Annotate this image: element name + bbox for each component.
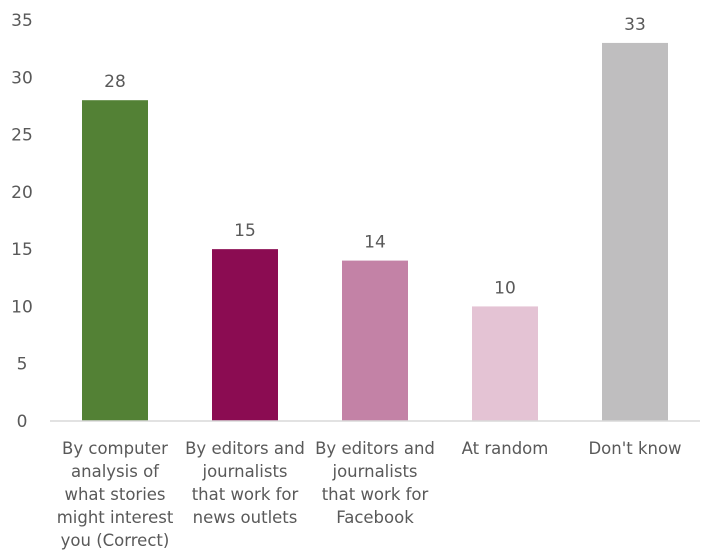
- x-tick-label: Don't know: [588, 439, 681, 458]
- x-tick-label-line: Facebook: [336, 508, 414, 527]
- x-tick-label-line: news outlets: [193, 508, 298, 527]
- y-tick-label: 15: [11, 240, 33, 260]
- x-tick-label-line: By editors and: [315, 439, 435, 458]
- y-axis: 0 5 10 15 20 25 30 35: [11, 11, 33, 432]
- x-tick-label-line: that work for: [322, 485, 429, 504]
- x-tick-label-line: By computer: [62, 439, 168, 458]
- y-tick-label: 10: [11, 297, 33, 317]
- bar: [82, 100, 148, 421]
- x-tick-label-line: what stories: [64, 485, 165, 504]
- x-tick-label: At random: [462, 439, 549, 458]
- bar: [472, 306, 538, 421]
- x-tick-label: By computer analysis of what stories might …: [57, 439, 174, 550]
- y-tick-label: 25: [11, 126, 33, 146]
- x-axis: By computer analysis of what stories might …: [57, 439, 682, 550]
- x-tick-label-line: At random: [462, 439, 549, 458]
- y-tick-label: 20: [11, 183, 33, 203]
- bar: [342, 260, 408, 421]
- x-tick-label-line: analysis of: [71, 462, 160, 481]
- data-label: 10: [494, 278, 516, 298]
- y-tick-label: 35: [11, 11, 33, 31]
- bar: [212, 249, 278, 421]
- x-tick-label-line: journalists: [331, 462, 417, 481]
- data-label: 28: [104, 72, 126, 92]
- y-tick-label: 5: [17, 355, 28, 375]
- x-tick-label-line: that work for: [192, 485, 299, 504]
- y-tick-label: 0: [17, 412, 28, 432]
- x-tick-label: By editors and journalists that work for Fa…: [315, 439, 435, 527]
- data-label: 15: [234, 221, 256, 241]
- x-tick-label: By editors and journalists that work for ne…: [185, 439, 305, 527]
- x-tick-label-line: Don't know: [588, 439, 681, 458]
- x-tick-label-line: journalists: [201, 462, 287, 481]
- bars: [82, 42, 668, 422]
- x-tick-label-line: might interest: [57, 508, 174, 527]
- bar: [602, 42, 668, 422]
- data-labels: 28 15 14 10 33: [104, 15, 646, 299]
- x-tick-label-line: By editors and: [185, 439, 305, 458]
- x-tick-label-line: you (Correct): [61, 531, 170, 550]
- y-tick-label: 30: [11, 68, 33, 88]
- data-label: 14: [364, 233, 386, 253]
- data-label: 33: [624, 15, 646, 35]
